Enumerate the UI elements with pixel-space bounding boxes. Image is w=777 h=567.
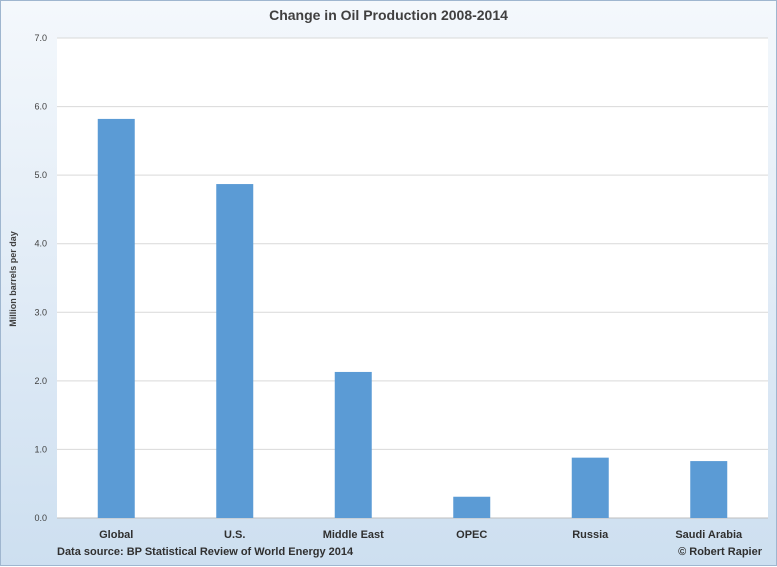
x-category-label: Global (99, 529, 133, 541)
bar (453, 496, 491, 518)
bar (571, 457, 609, 518)
bar (334, 371, 372, 518)
chart-title: Change in Oil Production 2008-2014 (269, 7, 508, 23)
y-tick-label: 4.0 (34, 239, 47, 249)
y-tick-label: 5.0 (34, 170, 47, 180)
bar (216, 184, 254, 519)
y-tick-label: 3.0 (34, 307, 47, 317)
bar (690, 461, 728, 518)
bar (97, 118, 135, 519)
data-source-note: Data source: BP Statistical Review of Wo… (57, 546, 354, 558)
x-category-label: OPEC (456, 529, 487, 541)
x-category-label: Russia (572, 529, 609, 541)
x-category-label: U.S. (224, 529, 245, 541)
y-tick-label: 1.0 (34, 444, 47, 454)
x-category-label: Middle East (323, 529, 384, 541)
x-category-label: Saudi Arabia (675, 529, 743, 541)
y-tick-label: 2.0 (34, 376, 47, 386)
y-tick-label: 0.0 (34, 513, 47, 523)
plot-area (57, 38, 768, 518)
y-tick-label: 6.0 (34, 102, 47, 112)
y-tick-label: 7.0 (34, 33, 47, 43)
copyright-note: © Robert Rapier (678, 546, 762, 558)
